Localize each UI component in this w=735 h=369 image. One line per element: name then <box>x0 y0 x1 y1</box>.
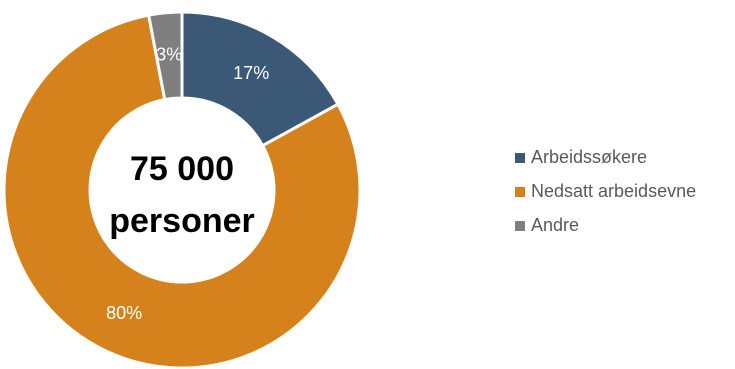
legend-label: Arbeidssøkere <box>531 147 648 167</box>
slice-labels: 17% 80% 3% <box>106 45 269 324</box>
legend-item-nedsatt-arbeidsevne: Nedsatt arbeidsevne <box>515 178 696 205</box>
donut-slice-3 <box>146 10 184 102</box>
legend-swatch <box>515 220 525 231</box>
slice-data-label-2: 80% <box>106 303 142 323</box>
slice-data-label-1: 17% <box>233 63 269 83</box>
center-total-value: 75 000 <box>130 150 234 188</box>
legend-item-arbeidssokere: Arbeidssøkere <box>515 144 696 171</box>
legend-swatch <box>515 152 525 163</box>
donut-slices <box>2 10 362 369</box>
center-unit-label: personer <box>109 202 255 240</box>
donut-slice-2 <box>2 13 362 369</box>
chart-legend: Arbeidssøkere Nedsatt arbeidsevne Andre <box>515 144 696 246</box>
slice-data-label-3: 3% <box>156 45 182 65</box>
legend-item-andre: Andre <box>515 212 696 239</box>
legend-label: Nedsatt arbeidsevne <box>531 181 697 201</box>
legend-label: Andre <box>531 215 580 235</box>
legend-swatch <box>515 186 525 197</box>
donut-slice-1 <box>180 10 341 148</box>
